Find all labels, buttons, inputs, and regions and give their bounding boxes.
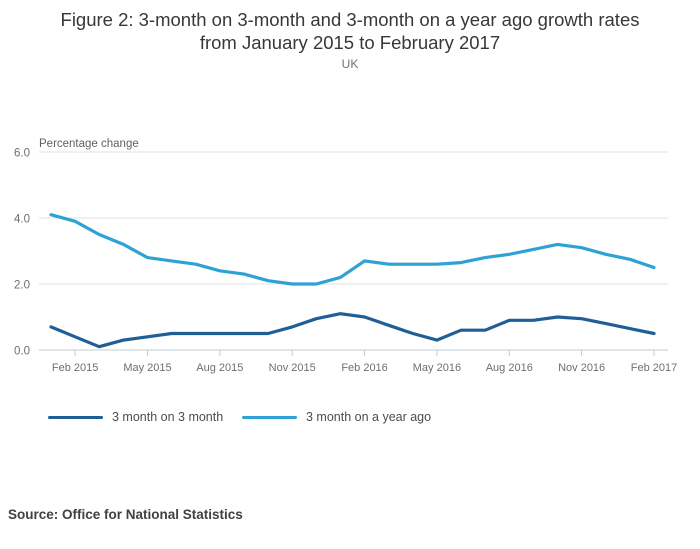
x-tick-label: Nov 2016	[558, 362, 605, 374]
legend-swatch-dark-blue-line	[48, 415, 103, 419]
growth-rates-line-chart: 0.0 2.0 4.0 6.0 Percentage change Feb 2015 May…	[14, 138, 677, 374]
series-line-1	[49, 213, 656, 286]
legend-item-3m-on-3m: 3 month on 3 month	[48, 408, 223, 426]
y-tick-label: 4.0	[14, 214, 30, 226]
chart-title-line1: Figure 2: 3-month on 3-month and 3-month…	[60, 9, 640, 30]
y-tick-label: 0.0	[14, 346, 30, 358]
chart-legend: 3 month on 3 month 3 month on a year ago	[0, 408, 700, 426]
legend-label: 3 month on a year ago	[306, 410, 432, 424]
y-tick-label: 6.0	[14, 148, 30, 160]
chart-subtitle: UK	[341, 57, 359, 71]
x-tick-label: Feb 2016	[341, 362, 387, 374]
y-axis-title: Percentage change	[39, 138, 139, 150]
series-line-0	[49, 312, 656, 349]
legend-swatch-light-blue-line	[242, 415, 297, 419]
y-tick-label: 2.0	[14, 280, 30, 292]
x-tick-label: May 2015	[123, 362, 171, 374]
x-tick-label: Feb 2017	[631, 362, 677, 374]
legend-label: 3 month on 3 month	[112, 410, 224, 424]
source-attribution: Source: Office for National Statistics	[8, 507, 243, 522]
x-tick-label: Aug 2015	[196, 362, 243, 374]
x-tick-label: May 2016	[413, 362, 461, 374]
legend-item-3m-on-year-ago: 3 month on a year ago	[242, 408, 431, 426]
x-tick-label: Aug 2016	[486, 362, 533, 374]
x-tick-label: Nov 2015	[269, 362, 316, 374]
chart-title-line2: from January 2015 to February 2017	[199, 32, 501, 53]
chart-title: Figure 2: 3-month on 3-month and 3-month…	[0, 8, 700, 54]
x-tick-label: Feb 2015	[52, 362, 98, 374]
